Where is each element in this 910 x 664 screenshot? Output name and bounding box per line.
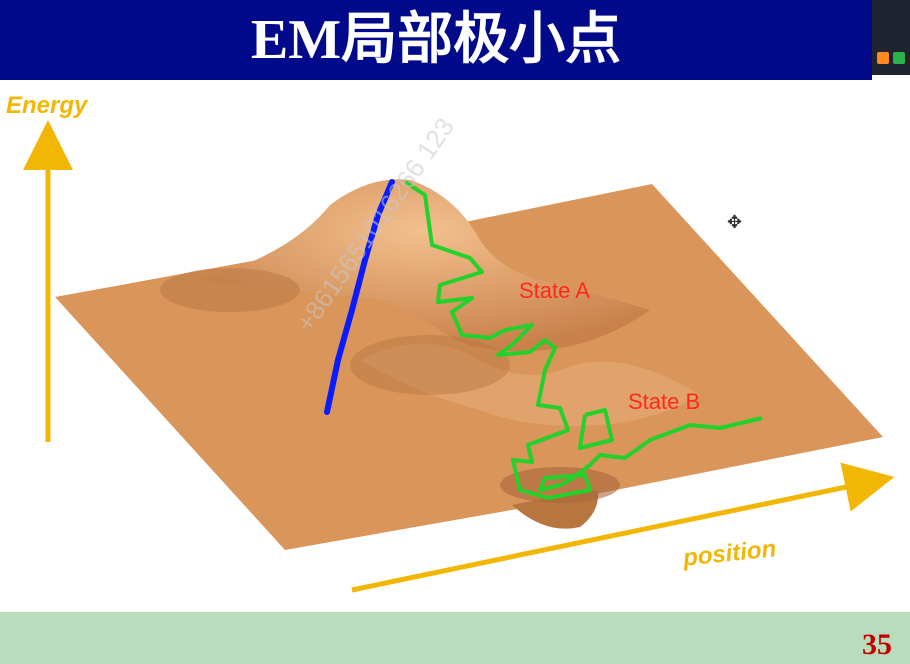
surface-ridge <box>360 343 700 426</box>
page-number: 35 <box>862 628 892 661</box>
camera-icon[interactable] <box>877 52 889 64</box>
position-axis <box>351 462 895 593</box>
state-a-label: State A <box>519 278 590 303</box>
energy-landscape-figure <box>23 120 895 593</box>
green-wandering-path <box>403 180 763 500</box>
energy-peak <box>200 179 650 352</box>
title-bar <box>0 0 872 80</box>
green-wandering-loop <box>578 408 614 450</box>
blue-descent-path <box>324 179 395 415</box>
move-cursor-icon: ✥ <box>727 212 743 232</box>
valley-shadow-left <box>160 268 300 312</box>
video-control-strip <box>872 0 910 75</box>
microphone-icon[interactable] <box>893 52 905 64</box>
slide-title: EM局部极小点 <box>250 9 622 71</box>
valley-shadow-center <box>350 335 510 395</box>
footer-bar <box>0 612 910 664</box>
energy-axis-label: Energy <box>6 92 88 119</box>
state-b-label: State B <box>628 389 701 414</box>
